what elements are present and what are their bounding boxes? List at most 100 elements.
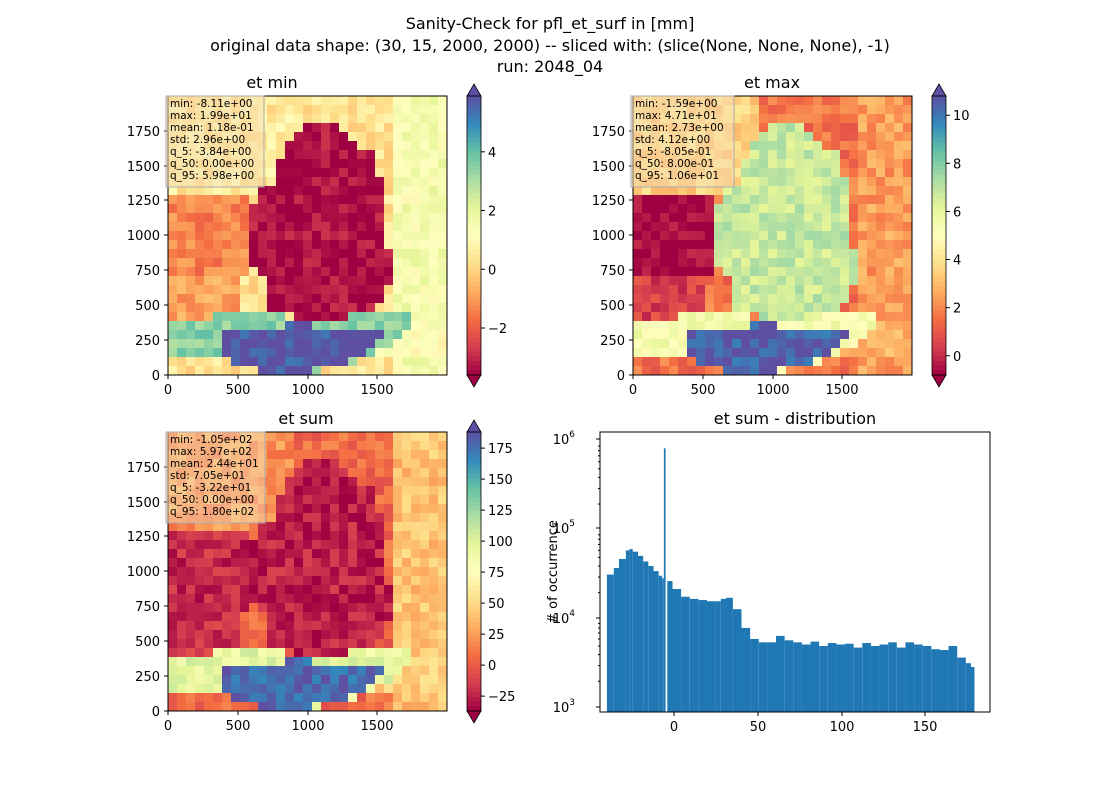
colorbar-swatch: [467, 114, 481, 120]
heatmap-cell: [822, 348, 832, 358]
heatmap-cell: [375, 249, 385, 259]
heatmap-cell: [339, 639, 349, 649]
heatmap-cell: [249, 240, 259, 250]
heatmap-cell: [714, 339, 724, 349]
colorbar-swatch: [467, 501, 481, 507]
heatmap-cell: [195, 204, 205, 214]
heatmap-cell: [294, 168, 304, 178]
heatmap-cell: [339, 522, 349, 532]
heatmap-cell: [732, 168, 742, 178]
heatmap-cell: [687, 204, 697, 214]
heatmap-cell: [213, 630, 223, 640]
heatmap-cell: [696, 276, 706, 286]
heatmap-cell: [177, 594, 187, 604]
heatmap-cell: [177, 285, 187, 295]
colorbar-swatch: [932, 323, 946, 329]
heatmap-cell: [411, 204, 421, 214]
heatmap-cell: [384, 549, 394, 559]
heatmap-cell: [786, 267, 796, 277]
heatmap-cell: [741, 258, 751, 268]
heatmap-cell: [249, 348, 259, 358]
heatmap-cell: [321, 576, 331, 586]
heatmap-cell: [294, 513, 304, 523]
heatmap-cell: [384, 294, 394, 304]
heatmap-cell: [903, 285, 913, 295]
heatmap-cell: [894, 231, 904, 241]
heatmap-cell: [339, 693, 349, 703]
heatmap-cell: [258, 267, 268, 277]
colorbar-swatch: [467, 450, 481, 456]
heatmap-cell: [177, 603, 187, 613]
heatmap-cell: [795, 249, 805, 259]
heatmap-cell: [375, 486, 385, 496]
histogram-bar: [643, 561, 649, 712]
histogram-bar: [905, 642, 915, 712]
heatmap-cell: [696, 312, 706, 322]
heatmap-cell: [903, 249, 913, 259]
colorbar-swatch: [467, 300, 481, 306]
heatmap-cell: [384, 150, 394, 160]
heatmap-cell: [822, 96, 832, 106]
heatmap-cell: [267, 639, 277, 649]
heatmap-cell: [249, 549, 259, 559]
heatmap-cell: [204, 702, 214, 712]
heatmap-cell: [768, 249, 778, 259]
heatmap-cell: [312, 657, 322, 667]
heatmap-cell: [375, 666, 385, 676]
heatmap-cell: [420, 459, 430, 469]
heatmap-cell: [348, 231, 358, 241]
heatmap-cell: [420, 621, 430, 631]
histogram-bar: [922, 646, 932, 712]
heatmap-cell: [357, 486, 367, 496]
heatmap-cell: [768, 150, 778, 160]
heatmap-cell: [894, 159, 904, 169]
heatmap-cell: [312, 558, 322, 568]
heatmap-cell: [240, 339, 250, 349]
heatmap-cell: [438, 657, 448, 667]
heatmap-cell: [669, 366, 679, 376]
heatmap-cell: [195, 702, 205, 712]
heatmap-cell: [849, 231, 859, 241]
heatmap-cell: [330, 285, 340, 295]
heatmap-cell: [723, 357, 733, 367]
heatmap-cell: [222, 567, 232, 577]
heatmap-cell: [741, 276, 751, 286]
heatmap-cell: [366, 276, 376, 286]
heatmap-cell: [876, 366, 886, 376]
heatmap-cell: [240, 231, 250, 241]
heatmap-cell: [420, 222, 430, 232]
heatmap-cell: [312, 249, 322, 259]
heatmap-cell: [348, 450, 358, 460]
heatmap-cell: [294, 132, 304, 142]
colorbar-swatch: [467, 562, 481, 568]
heatmap-cell: [858, 123, 868, 133]
heatmap-cell: [903, 204, 913, 214]
heatmap-cell: [186, 312, 196, 322]
heatmap-cell: [330, 339, 340, 349]
heatmap-cell: [240, 285, 250, 295]
heatmap-cell: [732, 141, 742, 151]
heatmap-cell: [669, 240, 679, 250]
heatmap-cell: [411, 612, 421, 622]
heatmap-cell: [330, 639, 340, 649]
heatmap-cell: [168, 585, 178, 595]
heatmap-cell: [438, 105, 448, 115]
heatmap-cell: [411, 294, 421, 304]
heatmap-cell: [294, 495, 304, 505]
heatmap-cell: [804, 222, 814, 232]
heatmap-cell: [813, 105, 823, 115]
heatmap-cell: [384, 258, 394, 268]
heatmap-cell: [759, 357, 769, 367]
heatmap-cell: [696, 348, 706, 358]
heatmap-cell: [438, 495, 448, 505]
heatmap-cell: [321, 477, 331, 487]
heatmap-cell: [885, 240, 895, 250]
colorbar-swatch: [467, 119, 481, 125]
colorbar-swatch: [467, 627, 481, 633]
heatmap-cell: [213, 621, 223, 631]
heatmap-cell: [438, 312, 448, 322]
heatmap-cell: [285, 468, 295, 478]
heatmap-cell: [858, 213, 868, 223]
x-tick-label: 150: [913, 720, 938, 735]
stats-line: q_5: -8.05e-01: [635, 146, 711, 158]
